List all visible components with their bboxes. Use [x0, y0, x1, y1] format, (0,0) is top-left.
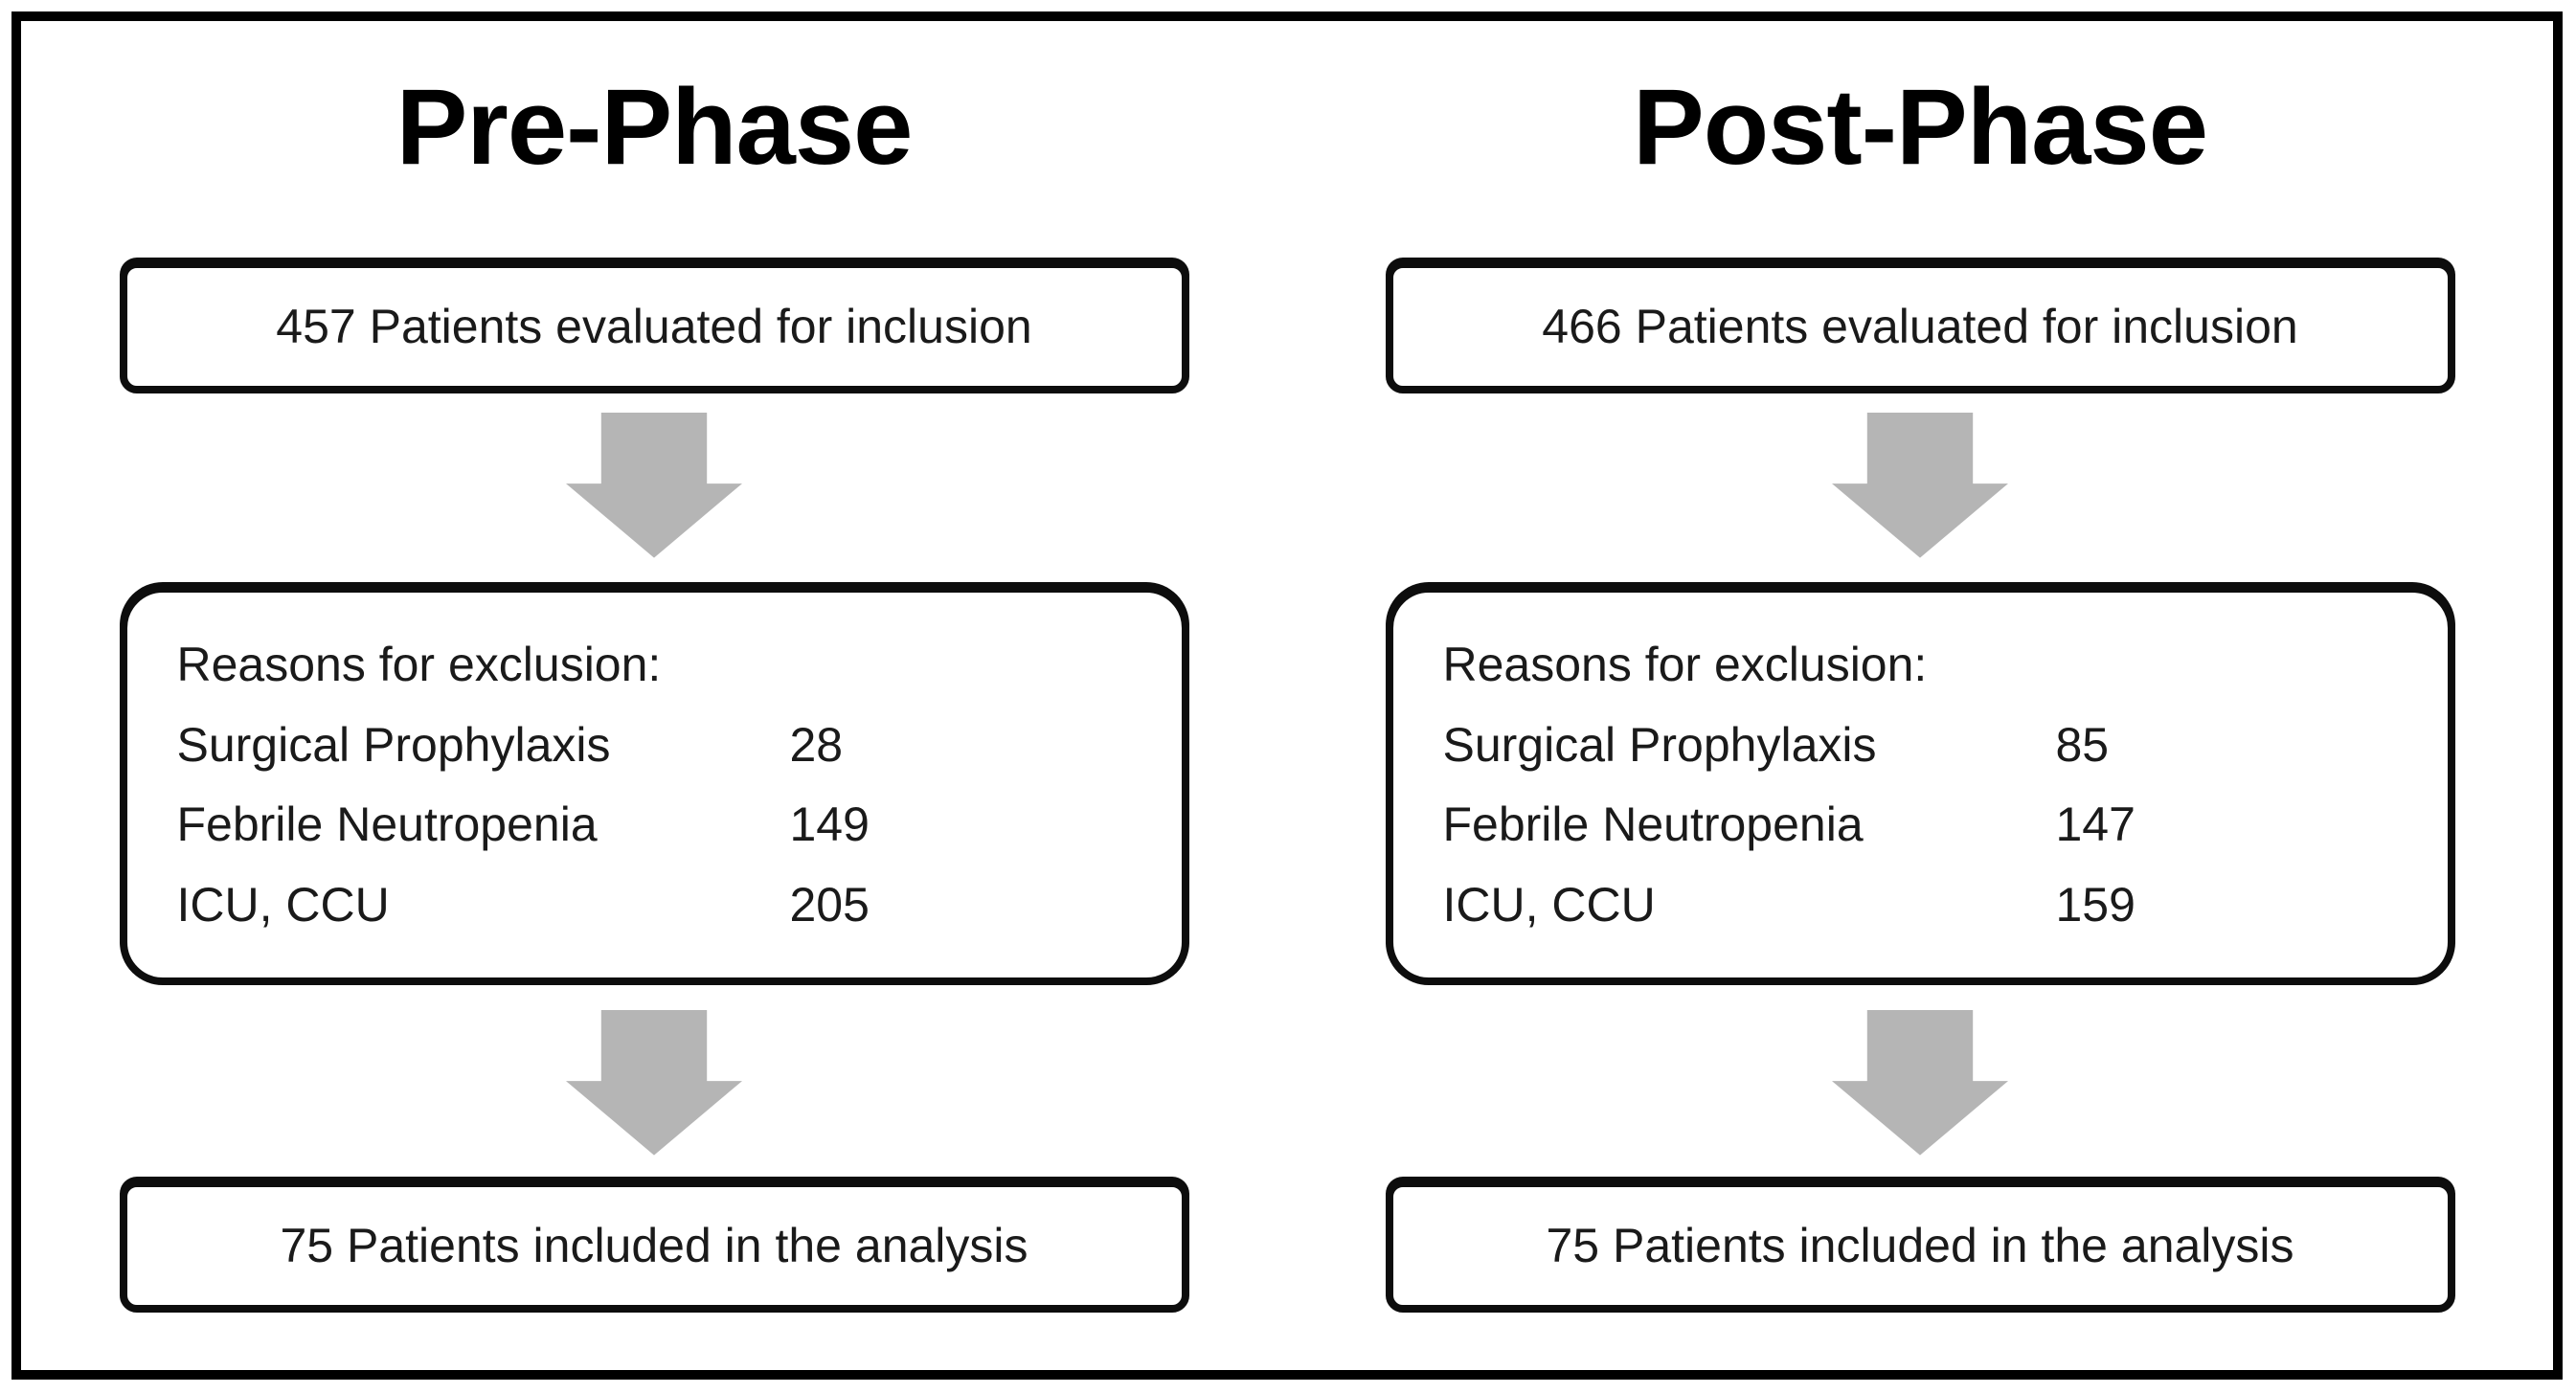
column-pre-phase: Pre-Phase 457 Patients evaluated for inc…: [21, 21, 1287, 1370]
pre-evaluated-text: 457 Patients evaluated for inclusion: [276, 300, 1032, 354]
post-exclusion-header: Reasons for exclusion:: [1442, 638, 1928, 692]
exclusion-count: 205: [789, 877, 870, 932]
exclusion-row: ICU, CCU 205: [177, 877, 1132, 932]
exclusion-label: Febrile Neutropenia: [176, 798, 598, 852]
exclusion-label: ICU, CCU: [176, 877, 390, 932]
down-arrow-icon: [1832, 1009, 2008, 1156]
exclusion-row: Febrile Neutropenia 149: [177, 797, 1132, 852]
exclusion-label: Surgical Prophylaxis: [176, 717, 611, 772]
pre-evaluated-box: 457 Patients evaluated for inclusion: [119, 259, 1189, 393]
exclusion-label: Surgical Prophylaxis: [1442, 717, 1877, 772]
down-arrow-icon: [1832, 412, 2008, 558]
exclusion-row: Febrile Neutropenia 147: [1443, 797, 2398, 852]
pre-exclusion-box: Reasons for exclusion: Surgical Prophyla…: [119, 584, 1189, 985]
exclusion-count: 28: [789, 717, 844, 772]
post-phase-title: Post-Phase: [1633, 67, 2208, 187]
post-exclusion-box: Reasons for exclusion: Surgical Prophyla…: [1385, 584, 2455, 985]
pre-included-box: 75 Patients included in the analysis: [119, 1179, 1189, 1313]
exclusion-count: 159: [2055, 877, 2135, 932]
column-post-phase: Post-Phase 466 Patients evaluated for in…: [1287, 21, 2553, 1370]
exclusion-count: 149: [789, 798, 870, 852]
exclusion-row: Surgical Prophylaxis 28: [177, 717, 1132, 773]
exclusion-label: Febrile Neutropenia: [1442, 798, 1864, 852]
post-included-text: 75 Patients included in the analysis: [1546, 1219, 2294, 1273]
pre-phase-title: Pre-Phase: [395, 67, 914, 187]
exclusion-row: ICU, CCU 159: [1443, 877, 2398, 932]
post-included-box: 75 Patients included in the analysis: [1385, 1179, 2455, 1313]
post-evaluated-box: 466 Patients evaluated for inclusion: [1385, 259, 2455, 393]
post-evaluated-text: 466 Patients evaluated for inclusion: [1542, 300, 2298, 354]
down-arrow-icon: [566, 412, 742, 558]
exclusion-count: 85: [2055, 717, 2110, 772]
exclusion-count: 147: [2055, 798, 2135, 852]
diagram-outer-frame: Pre-Phase 457 Patients evaluated for inc…: [11, 11, 2563, 1380]
exclusion-row: Surgical Prophylaxis 85: [1443, 717, 2398, 773]
pre-included-text: 75 Patients included in the analysis: [280, 1219, 1028, 1273]
exclusion-label: ICU, CCU: [1442, 877, 1656, 932]
pre-exclusion-header: Reasons for exclusion:: [176, 638, 662, 692]
down-arrow-icon: [566, 1009, 742, 1156]
diagram-columns: Pre-Phase 457 Patients evaluated for inc…: [21, 21, 2553, 1370]
